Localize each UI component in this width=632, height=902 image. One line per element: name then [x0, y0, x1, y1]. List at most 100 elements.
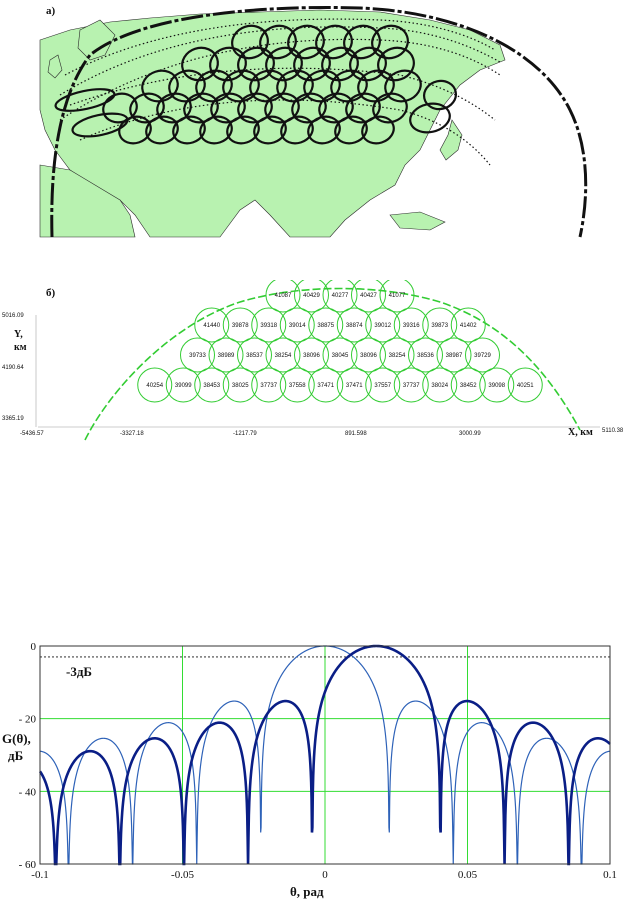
beam-footprint-ellipse [422, 79, 458, 111]
beam-label: 38024 [431, 383, 448, 389]
beam-circle [351, 280, 386, 313]
beam-footprint-ellipse [156, 92, 192, 124]
grid [40, 646, 610, 864]
indonesia-land [389, 211, 446, 231]
plot-frame [39, 645, 611, 865]
scandinavia-land [77, 19, 116, 61]
beam-label: 37471 [317, 383, 334, 389]
beam-label: 37558 [289, 383, 306, 389]
beam-circle [322, 280, 358, 313]
beam-footprint-ellipse [259, 24, 297, 60]
beam-label: 38025 [232, 383, 249, 389]
beam-label: 38989 [218, 353, 235, 359]
antenna-pattern-chart: -0.1 -0.05 0 0.05 0.1 0 - 20 - 40 - 60 -3дБ G(θ)… [2, 641, 617, 899]
beam-label: 40429 [303, 293, 320, 299]
y-tick-label: - 40 [19, 786, 37, 798]
beam-footprint-ellipse [210, 92, 246, 124]
beam-circle [450, 307, 486, 343]
beam-circles: 41087 40429 40277 40427 41077 41440 39878 39318… [137, 280, 543, 403]
beam-footprint-ellipse [291, 92, 327, 124]
beam-footprints [54, 24, 458, 145]
y-axis-unit: км [14, 342, 27, 353]
beam-circle [507, 367, 543, 403]
beam-label: 39098 [488, 383, 505, 389]
beam-circle [165, 367, 201, 403]
beam-label: 41402 [460, 323, 477, 329]
visibility-boundary-arc [50, 6, 588, 238]
series-thick-pattern [38, 644, 611, 866]
beam-circle [336, 367, 372, 403]
beam-label: 38045 [332, 353, 349, 359]
beam-label: 40254 [146, 383, 163, 389]
beam-label: 39318 [260, 323, 277, 329]
beam-label: 39729 [474, 353, 491, 359]
beam-circle [279, 307, 315, 343]
beam-footprint-ellipse [181, 46, 219, 82]
beam-label: 39014 [289, 323, 306, 329]
beam-label: 40427 [360, 293, 377, 299]
beam-circle [294, 280, 329, 313]
beam-label: 41440 [203, 323, 220, 329]
beam-footprint-ellipse [345, 92, 381, 124]
minus-3db-annotation: -3дБ [66, 664, 92, 679]
y-tick: 3365.19 [2, 416, 24, 422]
beam-circle [422, 367, 458, 403]
beam-label: 37471 [346, 383, 363, 389]
beam-circle [365, 307, 401, 343]
japan-land [439, 119, 463, 161]
beam-label: 38874 [346, 323, 363, 329]
tick-labels: -0.1 -0.05 0 0.05 0.1 0 - 20 - 40 - 60 [19, 641, 617, 881]
beam-label: 37557 [374, 383, 391, 389]
beam-label: 38452 [460, 383, 477, 389]
beam-label: 41087 [275, 293, 292, 299]
beam-label: 38453 [203, 383, 220, 389]
beam-footprint-ellipse [377, 46, 415, 82]
beam-circle [265, 337, 301, 373]
beam-circle [351, 337, 386, 373]
beam-footprint-ellipse [231, 24, 269, 60]
beam-footprint-ellipse [315, 24, 353, 60]
panel-b-letter: б) [46, 287, 56, 299]
beam-footprint-ellipse [343, 24, 381, 60]
beam-footprint-ellipse [54, 88, 116, 112]
beam-circle [194, 367, 230, 403]
beam-circle [237, 337, 272, 373]
beam-label: 38536 [417, 353, 434, 359]
x-tick: -1217.79 [233, 431, 257, 437]
beam-circle [436, 337, 472, 373]
beam-label: 40251 [517, 383, 534, 389]
x-axis-label: θ, рад [290, 884, 324, 899]
beam-circle [208, 337, 244, 373]
y-tick-label: - 20 [19, 714, 37, 726]
x-tick-label: -0.1 [31, 869, 48, 881]
beam-circle [222, 367, 258, 403]
beam-label: 37737 [403, 383, 420, 389]
beam-circle [365, 367, 401, 403]
beam-label: 38254 [389, 353, 406, 359]
beam-circle [308, 307, 344, 343]
beam-label: 38875 [317, 323, 334, 329]
beam-circle [322, 337, 358, 373]
beam-footprint-ellipse [129, 92, 165, 124]
beam-circle [137, 367, 173, 403]
beam-footprint-ellipse [318, 92, 354, 124]
beam-label: 38254 [275, 353, 292, 359]
track [59, 38, 501, 121]
x-tick: 5110.38 [602, 428, 624, 434]
beam-circle [479, 367, 515, 403]
beam-footprint-ellipse [372, 92, 408, 124]
x-tick-label: -0.05 [171, 869, 194, 881]
beam-label: 39316 [403, 323, 420, 329]
y-tick: 5016.09 [2, 313, 24, 319]
beam-circle [393, 367, 429, 403]
beam-circle [251, 307, 287, 343]
beam-circle [279, 367, 315, 403]
x-tick-label: 0.05 [458, 869, 478, 881]
beam-label: 38537 [246, 353, 263, 359]
beam-footprint-ellipse [71, 112, 129, 138]
x-tick-label: 0 [322, 869, 328, 881]
beam-circle [450, 367, 486, 403]
beam-circle [465, 337, 500, 373]
beam-circle [379, 280, 415, 313]
beam-label: 41077 [389, 293, 406, 299]
